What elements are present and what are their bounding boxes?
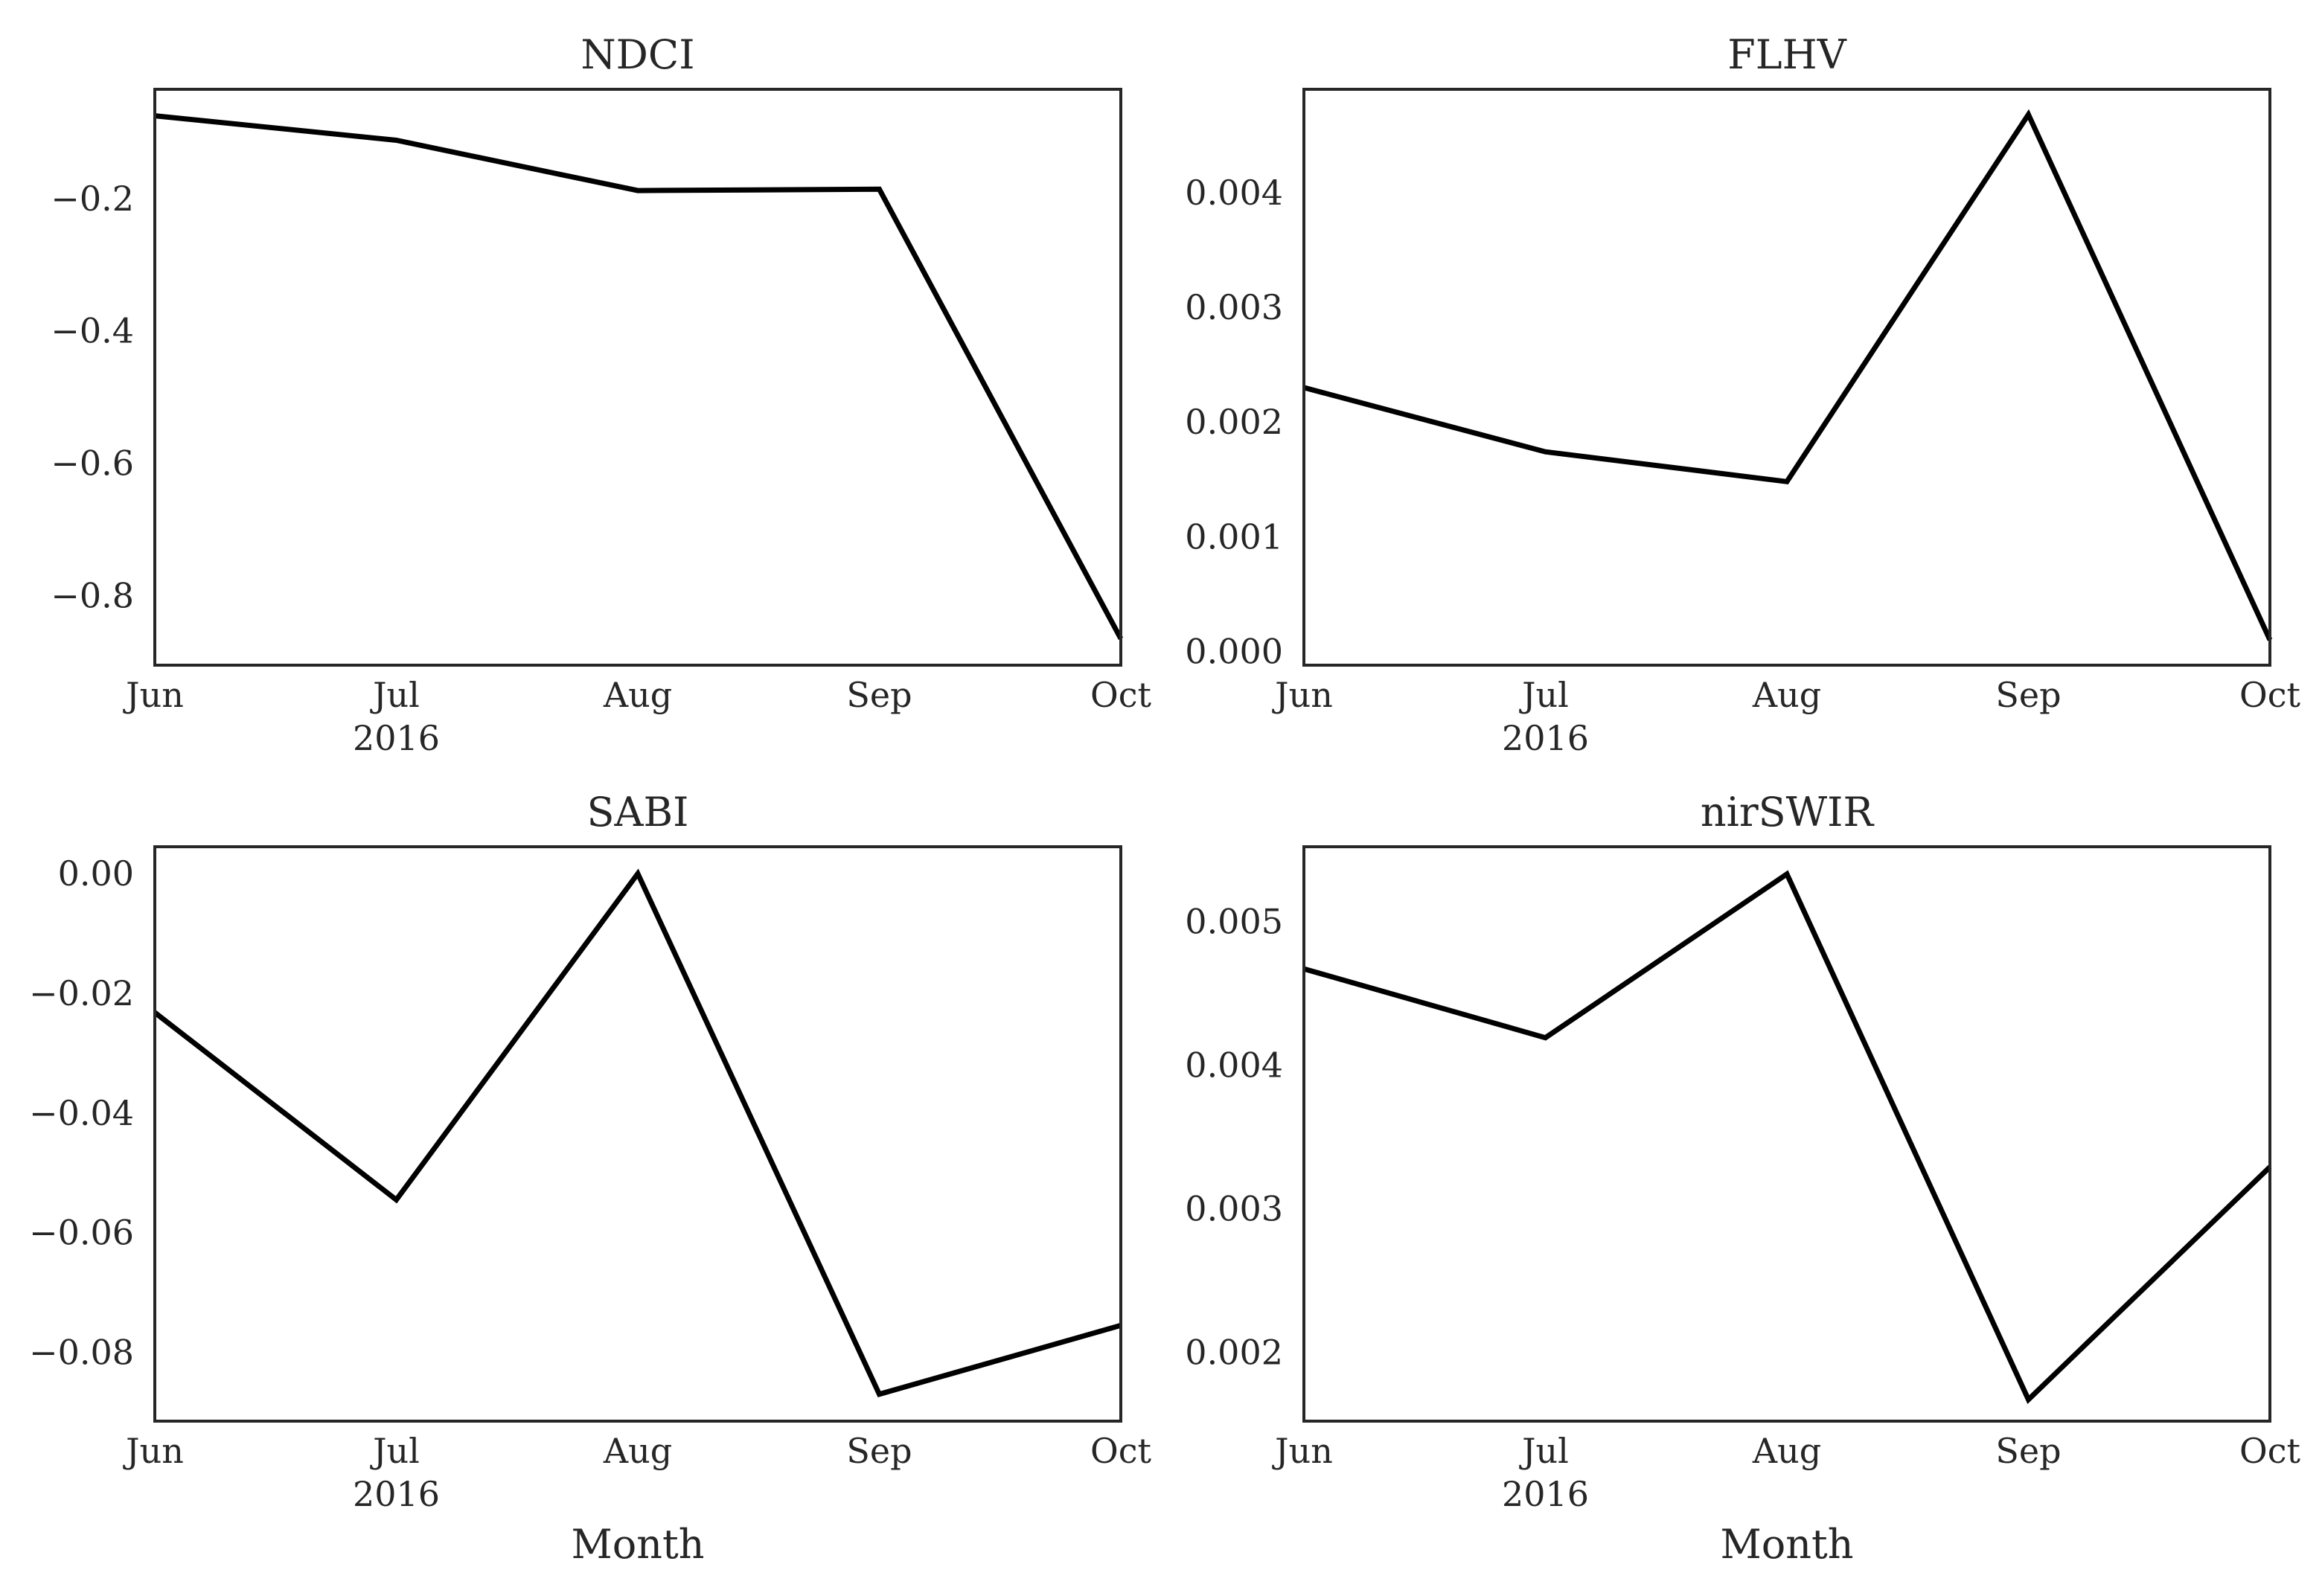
y-tick-label: 0.00 (58, 853, 134, 894)
chart-title: NDCI (580, 31, 694, 78)
chart-title: SABI (586, 789, 688, 836)
y-tick-label: 0.003 (1185, 287, 1283, 327)
y-tick-label: −0.08 (29, 1333, 134, 1373)
y-tick-label: 0.003 (1185, 1188, 1283, 1228)
chart-panel-2: FLHV 0.000 0.001 0.002 0.003 0.004 Jun Jul Aug Se… (1185, 31, 2300, 758)
series-line-1 (1303, 109, 2273, 641)
x-tick-label: Aug (603, 675, 672, 715)
series-line-1 (154, 113, 1124, 641)
x-tick-label: Jul (1519, 1431, 1569, 1471)
series-line-1 (1303, 870, 2272, 1404)
y-tick-label: −0.4 (51, 311, 134, 351)
y-tick-label: −0.06 (29, 1213, 134, 1253)
y-tick-label: 0.000 (1185, 631, 1283, 671)
chart-title: FLHV (1727, 31, 1846, 78)
series-line-1 (153, 868, 1122, 1397)
x-tick-label: Aug (1752, 1431, 1821, 1471)
y-tick-label: 0.001 (1185, 516, 1283, 557)
chart-title: nirSWIR (1701, 789, 1875, 836)
y-tick-label: −0.02 (29, 973, 134, 1013)
y-tick-label: 0.004 (1185, 173, 1283, 213)
y-tick-label: 0.004 (1185, 1045, 1283, 1085)
x-axis-label: Month (1720, 1521, 1853, 1568)
x-tick-label: Oct (2239, 675, 2300, 715)
y-tick-label: 0.005 (1185, 901, 1283, 941)
chart-panel-3: SABI 0.00 −0.02 −0.04 −0.06 −0.08 Jun Jul Aug Sep… (29, 789, 1151, 1568)
x-year-label: 2016 (1502, 1474, 1589, 1514)
x-tick-label: Sep (846, 1431, 912, 1471)
chart-panel-1: NDCI −0.2 −0.4 −0.6 −0.8 Jun Jul Aug Sep Oct 2016 (51, 31, 1151, 758)
x-tick-label: Aug (603, 1431, 672, 1471)
x-year-label: 2016 (353, 718, 440, 758)
x-year-label: 2016 (353, 1474, 440, 1514)
axes-frame (153, 845, 1122, 1423)
x-tick-label: Jul (370, 1431, 420, 1471)
axes-frame (1302, 88, 2271, 667)
y-tick-label: −0.04 (29, 1093, 134, 1133)
x-tick-label: Sep (846, 675, 912, 715)
axes-frame (153, 88, 1122, 667)
x-year-label: 2016 (1502, 718, 1589, 758)
x-tick-label: Jun (123, 1431, 184, 1471)
axes-frame (1302, 845, 2271, 1423)
x-tick-label: Jun (1272, 1431, 1333, 1471)
y-tick-label: 0.002 (1185, 1332, 1283, 1372)
x-tick-label: Oct (1090, 1431, 1151, 1471)
x-tick-label: Sep (1995, 675, 2061, 715)
x-tick-label: Sep (1995, 1431, 2061, 1471)
x-tick-label: Jul (370, 675, 420, 715)
x-tick-label: Aug (1752, 675, 1821, 715)
x-tick-label: Jun (1272, 675, 1333, 715)
x-tick-label: Oct (2239, 1431, 2300, 1471)
x-tick-label: Oct (1090, 675, 1151, 715)
y-tick-label: −0.2 (51, 179, 134, 219)
y-tick-label: −0.6 (51, 443, 134, 484)
x-tick-label: Jun (123, 675, 184, 715)
x-tick-label: Jul (1519, 675, 1569, 715)
x-axis-label: Month (571, 1521, 704, 1568)
y-tick-label: −0.8 (51, 576, 134, 616)
chart-panel-4: nirSWIR 0.002 0.003 0.004 0.005 Jun Jul Aug Sep O… (1185, 789, 2300, 1568)
y-tick-label: 0.002 (1185, 402, 1283, 442)
